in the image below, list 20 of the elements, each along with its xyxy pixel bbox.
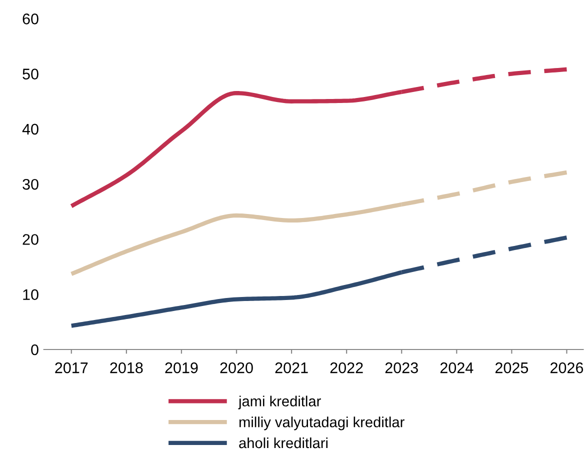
x-tick-label: 2026 [550, 362, 584, 374]
legend-label: aholi kreditlari [239, 437, 328, 448]
y-tick-label: 60 [22, 14, 38, 24]
legend-label: jami kreditlar [238, 396, 321, 410]
x-tick-label: 2022 [330, 362, 363, 374]
x-tick-label: 2019 [165, 362, 198, 374]
x-tick-label: 2020 [220, 362, 253, 374]
x-tick-label: 2021 [275, 362, 308, 374]
x-tick-label: 2018 [110, 362, 143, 374]
y-tick-label: 50 [22, 68, 38, 80]
x-tick-label: 2017 [55, 362, 88, 374]
legend-label: milliy valyutadagi kreditlar [239, 416, 404, 430]
y-tick-label: 0 [31, 344, 38, 356]
x-tick-label: 2024 [440, 362, 474, 374]
y-tick-label: 40 [22, 124, 38, 135]
y-tick-label: 10 [23, 289, 38, 300]
x-tick-label: 2023 [385, 362, 418, 374]
y-tick-label: 30 [22, 178, 38, 190]
y-tick-label: 20 [22, 234, 38, 245]
x-tick-label: 2025 [495, 362, 528, 374]
